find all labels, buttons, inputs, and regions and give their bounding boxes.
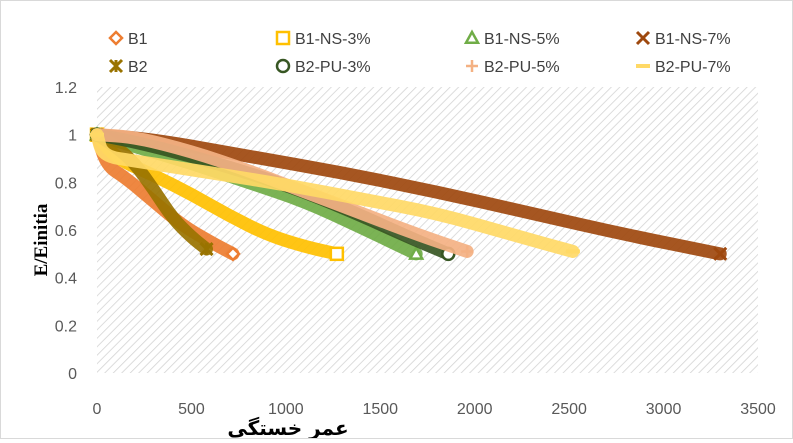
legend-item: B1-NS-3% [275, 30, 371, 48]
y-tick-label: 0 [68, 366, 77, 383]
data-point-marker [275, 30, 291, 46]
y-tick-label: 0.8 [55, 175, 77, 192]
series-line [90, 128, 580, 258]
data-point-marker [466, 60, 478, 72]
y-axis-title: E/Einitia [31, 203, 52, 276]
y-tick-label: 1 [68, 128, 77, 145]
x-tick-label: 2500 [551, 401, 587, 418]
legend-label: B1-NS-7% [655, 31, 731, 48]
data-point-marker [408, 245, 425, 260]
x-tick-label: 0 [93, 401, 102, 418]
legend-item: B2-PU-3% [275, 58, 371, 76]
legend-label: B2-PU-3% [295, 59, 371, 76]
legend-item: B2-PU-7% [636, 59, 731, 76]
x-tick-label: 1000 [268, 401, 304, 418]
legend-label: B2-PU-5% [484, 59, 560, 76]
legend-label: B2 [128, 59, 148, 76]
legend-item: B1 [108, 30, 148, 48]
x-tick-label: 2000 [457, 401, 493, 418]
data-point-marker [199, 242, 214, 257]
data-point-marker [225, 246, 241, 262]
x-axis-title: عمر خستگی [227, 416, 348, 438]
x-tick-label: 1500 [362, 401, 398, 418]
plot-area [97, 87, 758, 373]
legend-label: B2-PU-7% [655, 59, 731, 76]
legend-item: B1-NS-5% [463, 29, 560, 48]
data-point-marker [635, 30, 651, 46]
x-tick-label: 3500 [740, 401, 776, 418]
x-tick-label: 500 [178, 401, 205, 418]
data-point-marker [461, 245, 474, 258]
data-point-marker [275, 58, 291, 74]
legend-item: B2-PU-5% [466, 59, 560, 76]
data-point-marker [108, 30, 124, 46]
series-line [90, 128, 474, 258]
y-tick-label: 0.2 [55, 318, 77, 335]
data-point-marker [329, 246, 345, 262]
legend-item: B1-NS-7% [635, 30, 731, 48]
series-b2-pu-7- [90, 128, 580, 258]
legend-label: B1 [128, 31, 148, 48]
data-point-marker [463, 29, 481, 45]
legend: B1 B1-NS-3% B1-NS-5% B1-NS-7% B2 B2-PU-3% B2-P… [108, 29, 731, 76]
legend-label: B1-NS-5% [484, 31, 560, 48]
data-point-marker [108, 58, 124, 74]
y-tick-label: 0.4 [55, 271, 77, 288]
y-tick-label: 0.6 [55, 223, 77, 240]
legend-item: B2 [108, 58, 148, 76]
x-tick-label: 3000 [646, 401, 682, 418]
data-point-marker [713, 246, 728, 261]
legend-label: B1-NS-3% [295, 31, 371, 48]
y-tick-label: 1.2 [55, 80, 77, 97]
